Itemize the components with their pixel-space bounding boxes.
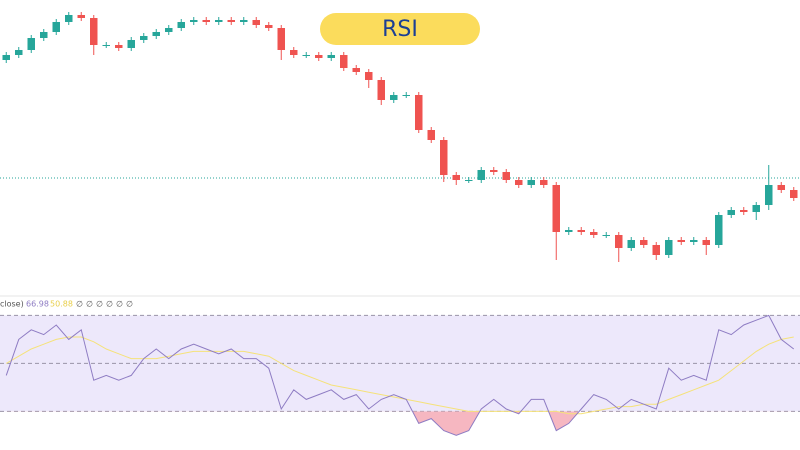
candle-body <box>640 240 648 245</box>
legend-value: 50.88 <box>50 300 73 309</box>
candle-body <box>540 180 548 185</box>
candle-body <box>65 15 73 22</box>
candle-body <box>615 235 623 248</box>
candle-body <box>452 175 460 180</box>
candle-body <box>2 55 10 60</box>
candle-body <box>627 240 635 248</box>
candle-body <box>52 22 60 32</box>
candle-body <box>140 36 148 40</box>
legend-label: close) <box>0 300 24 309</box>
candle-body <box>90 18 98 45</box>
candle-body <box>215 20 223 22</box>
candle-body <box>165 28 173 32</box>
candle-body <box>690 240 698 242</box>
candle-body <box>602 235 610 236</box>
candle-body <box>552 185 560 232</box>
candle-body <box>315 55 323 58</box>
candle-body <box>752 205 760 212</box>
badge-text: RSI <box>382 17 418 42</box>
candle-body <box>152 32 160 36</box>
candle-body <box>765 185 773 205</box>
candle-body <box>515 180 523 185</box>
candle-body <box>527 180 535 185</box>
legend-symbol: ∅ <box>86 300 93 309</box>
candle-body <box>577 230 585 232</box>
candle-body <box>715 215 723 245</box>
candle-body <box>440 140 448 175</box>
candle-body <box>252 20 260 25</box>
candle-body <box>77 15 85 18</box>
candle-body <box>202 20 210 22</box>
candle-body <box>190 20 198 22</box>
candle-body <box>777 185 785 190</box>
candle-body <box>465 180 473 181</box>
candle-body <box>127 40 135 48</box>
candle-body <box>102 45 110 46</box>
legend-symbol: ∅ <box>76 300 83 309</box>
candle-body <box>427 130 435 140</box>
candle-body <box>265 25 273 28</box>
candle-body <box>177 22 185 28</box>
candle-body <box>652 245 660 255</box>
candle-body <box>365 72 373 80</box>
legend-symbol: ∅ <box>126 300 133 309</box>
candle-body <box>702 240 710 245</box>
badge <box>320 13 480 45</box>
legend-symbol: ∅ <box>96 300 103 309</box>
legend-value: 66.98 <box>26 300 49 309</box>
candle-body <box>790 190 798 198</box>
candle-body <box>477 170 485 180</box>
candle-body <box>415 95 423 130</box>
candle-body <box>302 55 310 56</box>
candle-body <box>290 50 298 55</box>
candle-body <box>377 80 385 100</box>
legend-symbol: ∅ <box>116 300 123 309</box>
candle-body <box>502 172 510 180</box>
candle-body <box>40 32 48 38</box>
candle-body <box>27 38 35 50</box>
candle-body <box>240 20 248 22</box>
candle-body <box>352 68 360 72</box>
legend-symbol: ∅ <box>106 300 113 309</box>
candle-body <box>327 55 335 58</box>
candle-body <box>227 20 235 22</box>
candle-body <box>340 55 348 68</box>
candle-body <box>115 45 123 48</box>
candle-body <box>402 95 410 96</box>
candle-body <box>390 95 398 100</box>
candle-body <box>740 210 748 212</box>
candle-body <box>665 240 673 255</box>
candle-body <box>277 28 285 50</box>
rsi-line <box>6 336 794 415</box>
candle-body <box>727 210 735 215</box>
candle-body <box>565 230 573 232</box>
candle-body <box>490 170 498 172</box>
candle-body <box>590 232 598 235</box>
rsi-line <box>5 314 795 436</box>
candle-body <box>15 50 23 55</box>
candle-body <box>677 240 685 242</box>
